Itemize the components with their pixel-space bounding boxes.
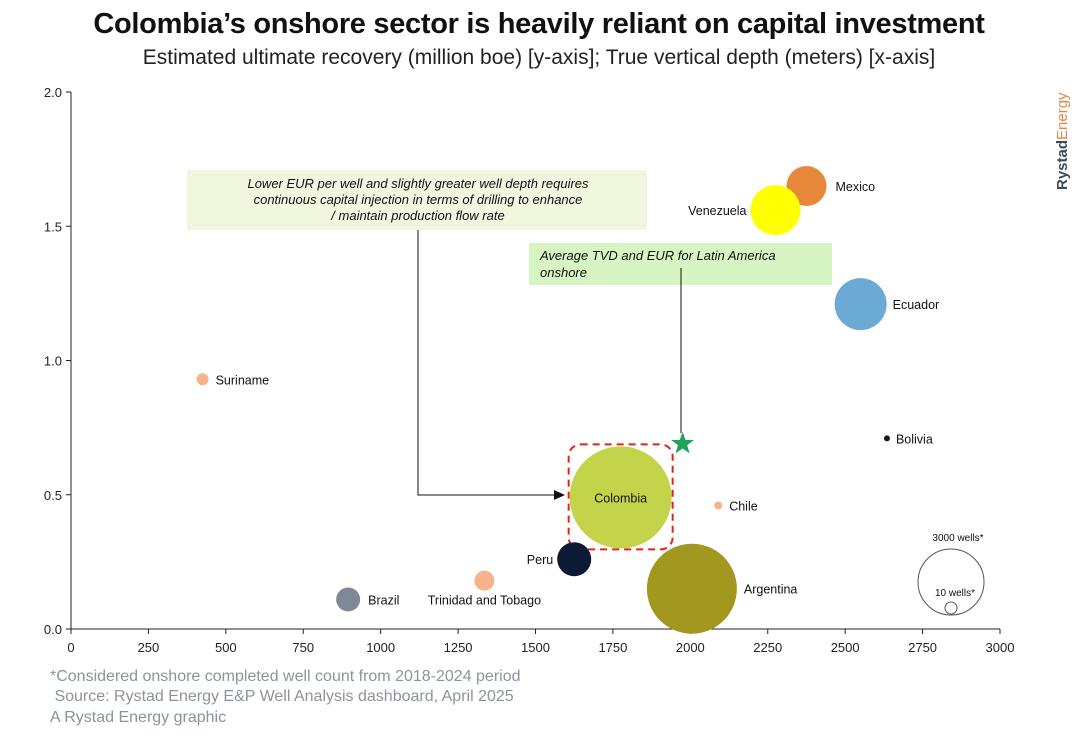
bubble-label-mexico: Mexico bbox=[835, 180, 875, 194]
x-tick-label: 500 bbox=[215, 640, 237, 655]
bubble-suriname bbox=[196, 373, 209, 386]
bubble-chile bbox=[714, 501, 723, 510]
legend-large-label: 3000 wells* bbox=[932, 533, 983, 544]
bubble-label-peru: Peru bbox=[527, 553, 553, 567]
bubble-label-ecuador: Ecuador bbox=[893, 298, 940, 312]
x-tick-label: 1250 bbox=[444, 640, 473, 655]
bubble-venezuela bbox=[750, 185, 801, 236]
bubble-mexico bbox=[786, 165, 827, 206]
legend-small-circle bbox=[944, 601, 958, 615]
bubble-ecuador bbox=[834, 278, 887, 331]
bubble-bolivia bbox=[883, 435, 890, 442]
size-legend: 3000 wells* 10 wells* bbox=[917, 533, 985, 616]
x-tick-label: 2750 bbox=[908, 640, 937, 655]
x-tick-label: 2000 bbox=[676, 640, 705, 655]
bubble-label-argentina: Argentina bbox=[744, 583, 798, 597]
bubble-labels: Mexico Venezuela Ecuador Suriname Bolivia Col… bbox=[216, 180, 940, 608]
annotation-capital-injection: Lower EUR per well and slightly greater … bbox=[187, 170, 647, 500]
bubble-colombia bbox=[569, 446, 672, 549]
bubble-label-brazil: Brazil bbox=[368, 593, 399, 607]
bubble-label-venezuela: Venezuela bbox=[688, 204, 746, 218]
x-tick-label: 1000 bbox=[366, 640, 395, 655]
bubble-brazil bbox=[336, 587, 361, 612]
chart-title: Colombia’s onshore sector is heavily rel… bbox=[93, 8, 985, 40]
bubble-label-bolivia: Bolivia bbox=[896, 432, 933, 446]
legend-large-circle bbox=[917, 548, 985, 616]
x-tick-label: 750 bbox=[292, 640, 314, 655]
colombia-highlight-box bbox=[567, 443, 674, 551]
x-tick-label: 1750 bbox=[598, 640, 627, 655]
bubble-label-chile: Chile bbox=[729, 499, 758, 513]
bubble-label-suriname: Suriname bbox=[216, 373, 270, 387]
annotation-average: Average TVD and EUR for Latin America ons… bbox=[529, 243, 832, 433]
footnote: *Considered onshore completed well count… bbox=[50, 668, 521, 685]
x-tick-label: 1500 bbox=[521, 640, 550, 655]
annotation-text: Average TVD and EUR for Latin America ons… bbox=[539, 248, 776, 280]
annotation-text: Lower EUR per well and slightly greater … bbox=[247, 176, 589, 223]
bubble-label-colombia: Colombia bbox=[594, 491, 647, 505]
credit-note: A Rystad Energy graphic bbox=[50, 709, 227, 726]
average-star-marker bbox=[671, 431, 694, 454]
x-tick-label: 3000 bbox=[986, 640, 1015, 655]
axes: 0 250 500 750 1000 1250 1500 1750 2000 2250 2500 27… bbox=[44, 85, 1015, 655]
bubble-trinidad-and-tobago bbox=[474, 570, 495, 591]
annotation-arrow bbox=[417, 230, 557, 496]
x-tick-label: 250 bbox=[138, 640, 160, 655]
legend-small-label: 10 wells* bbox=[935, 588, 975, 599]
bubble-argentina bbox=[646, 543, 737, 634]
source-note: Source: Rystad Energy E&P Well Analysis … bbox=[50, 688, 514, 705]
bubble-label-trinidad-and-tobago: Trinidad and Tobago bbox=[428, 594, 541, 608]
bubble-peru bbox=[557, 542, 592, 577]
y-tick-label: 1.5 bbox=[44, 219, 62, 234]
y-tick-label: 1.0 bbox=[44, 354, 62, 369]
y-tick-label: 2.0 bbox=[44, 85, 62, 100]
bubbles bbox=[196, 165, 890, 634]
y-tick-label: 0.5 bbox=[44, 488, 62, 503]
arrow-head bbox=[554, 490, 565, 500]
x-tick-label: 0 bbox=[67, 640, 74, 655]
y-tick-label: 0.0 bbox=[44, 622, 62, 637]
annotations: Lower EUR per well and slightly greater … bbox=[187, 170, 832, 551]
x-tick-label: 2500 bbox=[831, 640, 860, 655]
chart-subtitle: Estimated ultimate recovery (million boe… bbox=[142, 46, 936, 69]
x-tick-label: 2250 bbox=[753, 640, 782, 655]
annotation-box bbox=[187, 170, 647, 230]
